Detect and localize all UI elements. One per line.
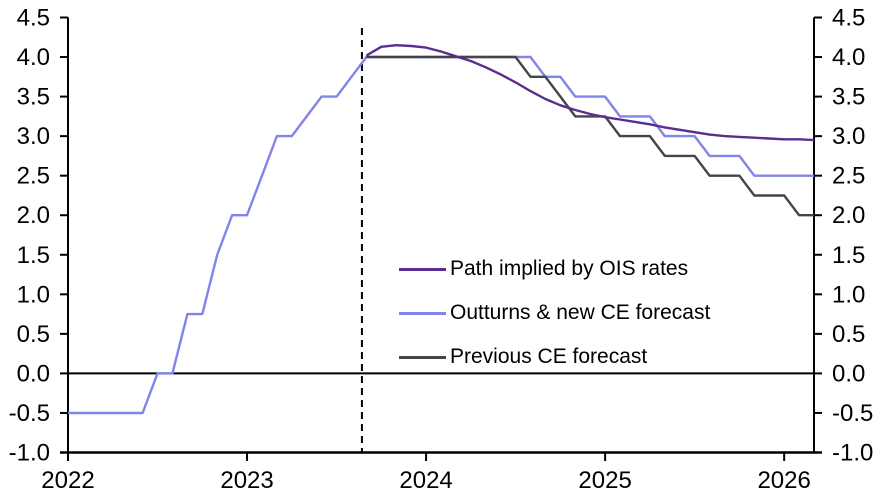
legend-swatch-outturns [399, 311, 446, 315]
x-tick-label: 2023 [220, 467, 273, 494]
legend-label-outturns: Outturns & new CE forecast [450, 301, 711, 324]
y-tick-label-right: 3.5 [832, 84, 865, 111]
y-tick-label-left: 2.5 [17, 163, 50, 190]
x-tick-label: 2025 [578, 467, 631, 494]
series-line-2 [366, 55, 814, 217]
x-tick-label: 2024 [399, 467, 452, 494]
legend-item-outturns: Outturns & new CE forecast [399, 291, 710, 335]
legend-swatch-ois [399, 267, 446, 271]
legend-item-previous: Previous CE forecast [399, 335, 710, 379]
y-tick-label-left: 2.0 [17, 202, 50, 229]
x-tick-label: 2022 [41, 467, 94, 494]
y-tick-label-left: 3.0 [17, 123, 50, 150]
y-tick-label-left: 0.0 [17, 360, 50, 387]
y-tick-label-left: -1.0 [9, 440, 50, 467]
legend-swatch-previous [399, 355, 446, 359]
y-tick-label-left: 1.0 [17, 281, 50, 308]
y-tick-label-right: 2.0 [832, 202, 865, 229]
x-tick-label: 2026 [757, 467, 810, 494]
y-tick-label-left: 1.5 [17, 242, 50, 269]
y-tick-label-right: -0.5 [832, 400, 873, 427]
y-tick-label-right: 1.0 [832, 281, 865, 308]
y-tick-label-left: 3.5 [17, 84, 50, 111]
y-tick-label-left: 0.5 [17, 321, 50, 348]
y-tick-label-right: 0.0 [832, 360, 865, 387]
y-tick-label-right: 3.0 [832, 123, 865, 150]
y-tick-label-left: 4.0 [17, 44, 50, 71]
y-tick-label-right: 4.5 [832, 5, 865, 32]
y-tick-label-right: 0.5 [832, 321, 865, 348]
y-tick-label-right: 4.0 [832, 44, 865, 71]
legend-item-ois: Path implied by OIS rates [399, 247, 710, 291]
chart-legend: Path implied by OIS rates Outturns & new… [399, 247, 710, 379]
y-tick-label-left: 4.5 [17, 5, 50, 32]
y-tick-label-right: 2.5 [832, 163, 865, 190]
y-tick-label-right: -1.0 [832, 440, 873, 467]
y-tick-label-right: 1.5 [832, 242, 865, 269]
y-tick-label-left: -0.5 [9, 400, 50, 427]
series-line-0 [365, 44, 815, 142]
legend-label-previous: Previous CE forecast [450, 345, 648, 368]
legend-label-ois: Path implied by OIS rates [450, 257, 689, 280]
